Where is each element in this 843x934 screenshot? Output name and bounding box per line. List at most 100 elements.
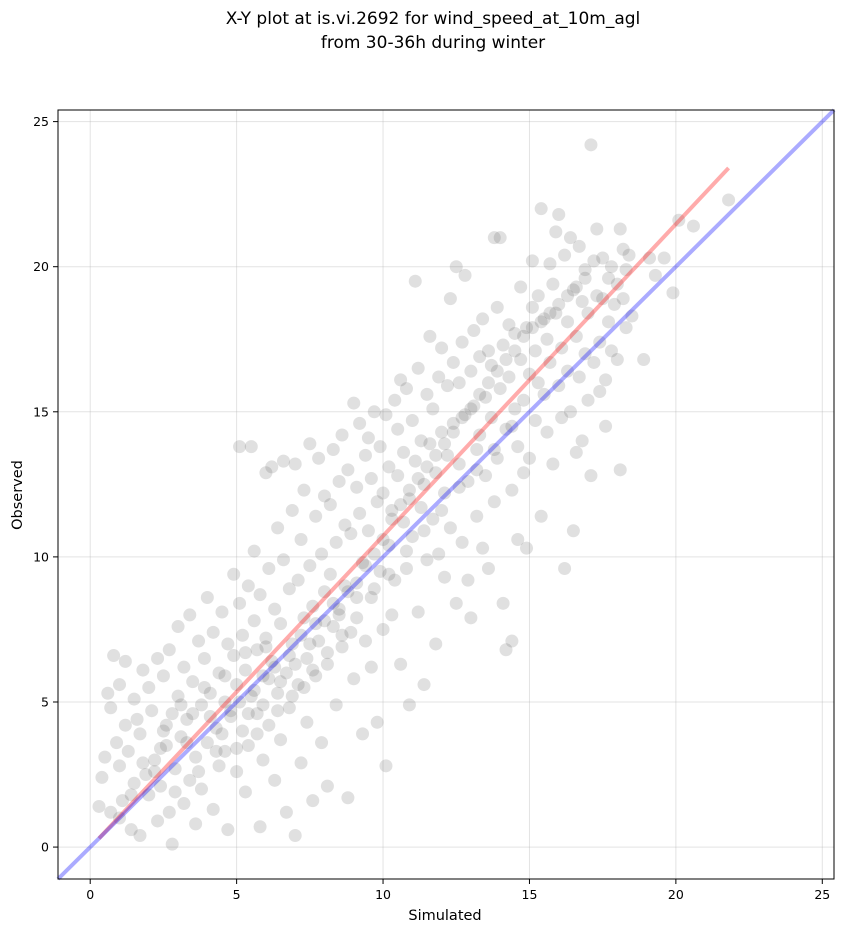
scatter-point: [338, 579, 352, 593]
scatter-point: [329, 535, 343, 549]
scatter-point: [505, 634, 519, 648]
scatter-point: [461, 474, 475, 488]
scatter-point: [420, 387, 434, 401]
scatter-point: [282, 582, 296, 596]
scatter-point: [127, 692, 141, 706]
scatter-point: [566, 283, 580, 297]
scatter-point: [382, 567, 396, 581]
scatter-point: [531, 289, 545, 303]
scatter-point: [218, 744, 232, 758]
scatter-point: [484, 358, 498, 372]
scatter-point: [274, 733, 288, 747]
scatter-point: [247, 683, 261, 697]
scatter-point: [590, 222, 604, 236]
scatter-point: [151, 651, 165, 665]
scatter-point: [464, 611, 478, 625]
scatter-point: [429, 448, 443, 462]
scatter-point: [467, 399, 481, 413]
scatter-point: [209, 721, 223, 735]
scatter-point: [522, 367, 536, 381]
scatter-point: [569, 445, 583, 459]
scatter-point: [279, 805, 293, 819]
scatter-point: [581, 393, 595, 407]
scatter-point: [596, 251, 610, 265]
scatter-point: [218, 695, 232, 709]
y-tick-label: 15: [33, 404, 49, 419]
scatter-point: [303, 559, 317, 573]
scatter-point: [648, 268, 662, 282]
scatter-point: [438, 486, 452, 500]
scatter-point: [546, 277, 560, 291]
scatter-point: [238, 646, 252, 660]
scatter-point: [315, 547, 329, 561]
scatter-point: [335, 628, 349, 642]
scatter-point: [294, 628, 308, 642]
y-axis-label: Observed: [10, 460, 26, 530]
scatter-point: [259, 631, 273, 645]
scatter-point: [543, 306, 557, 320]
scatter-point: [408, 274, 422, 288]
scatter-point: [189, 750, 203, 764]
scatter-point: [165, 707, 179, 721]
scatter-point: [353, 506, 367, 520]
scatter-point: [244, 440, 258, 454]
x-tick-label: 10: [375, 887, 391, 902]
scatter-point: [130, 712, 144, 726]
scatter-point: [563, 231, 577, 245]
scatter-point: [399, 382, 413, 396]
scatter-point: [546, 457, 560, 471]
scatter-point: [95, 770, 109, 784]
scatter-point: [587, 355, 601, 369]
scatter-point: [537, 312, 551, 326]
scatter-point: [335, 428, 349, 442]
scatter-point: [487, 231, 501, 245]
scatter-point: [332, 608, 346, 622]
scatter-point: [672, 213, 686, 227]
scatter-point: [92, 799, 106, 813]
scatter-point: [121, 744, 135, 758]
scatter-point: [256, 753, 270, 767]
scatter-point: [344, 527, 358, 541]
scatter-point: [438, 570, 452, 584]
scatter-point: [358, 559, 372, 573]
scatter-point: [449, 596, 463, 610]
scatter-point: [575, 295, 589, 309]
scatter-point: [405, 414, 419, 428]
scatter-point: [388, 393, 402, 407]
scatter-point: [525, 254, 539, 268]
scatter-point: [473, 350, 487, 364]
scatter-point: [429, 637, 443, 651]
scatter-point: [479, 469, 493, 483]
scatter-point: [584, 469, 598, 483]
scatter-point: [426, 402, 440, 416]
scatter-point: [394, 373, 408, 387]
scatter-point: [476, 312, 490, 326]
scatter-point: [555, 341, 569, 355]
scatter-point: [341, 791, 355, 805]
scatter-point: [142, 680, 156, 694]
scatter-point: [364, 472, 378, 486]
scatter-point: [256, 669, 270, 683]
scatter-point: [350, 611, 364, 625]
scatter-point: [370, 495, 384, 509]
scatter-point: [443, 521, 457, 535]
scatter-point: [385, 512, 399, 526]
scatter-point: [235, 628, 249, 642]
data-points: [92, 138, 736, 851]
scatter-point: [686, 219, 700, 233]
scatter-point: [432, 547, 446, 561]
scatter-point: [221, 823, 235, 837]
scatter-point: [174, 730, 188, 744]
scatter-point: [297, 611, 311, 625]
scatter-point: [297, 680, 311, 694]
scatter-point: [417, 524, 431, 538]
scatter-point: [186, 707, 200, 721]
scatter-point: [561, 289, 575, 303]
scatter-point: [610, 277, 624, 291]
scatter-point: [177, 797, 191, 811]
scatter-point: [440, 379, 454, 393]
scatter-point: [282, 701, 296, 715]
scatter-point: [112, 759, 126, 773]
scatter-point: [317, 614, 331, 628]
scatter-point: [151, 814, 165, 828]
